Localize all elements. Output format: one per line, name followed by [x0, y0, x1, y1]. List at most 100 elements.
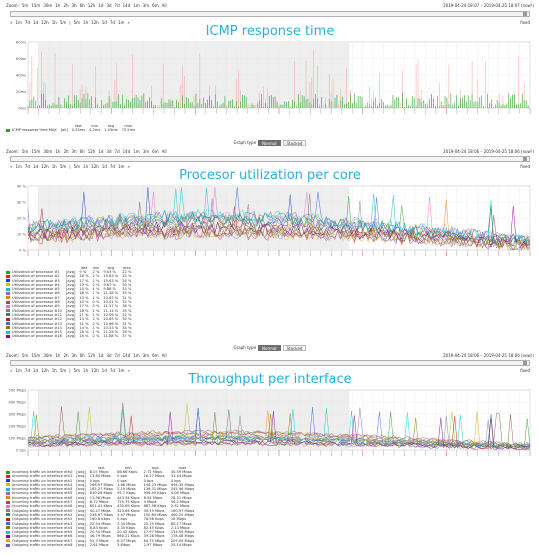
zoom-link[interactable]: 30m: [43, 353, 53, 358]
nav-period-link[interactable]: 7d: [24, 19, 30, 25]
nav-period-link[interactable]: 5m: [59, 19, 67, 25]
nav-period-link[interactable]: 5m: [73, 163, 81, 169]
nav-period-link[interactable]: 1h: [51, 367, 57, 373]
nav-period-link[interactable]: 12h: [91, 163, 99, 169]
nav-period-link[interactable]: 7d: [24, 163, 30, 169]
zoom-link[interactable]: 5m: [21, 353, 29, 358]
zoom-link[interactable]: 12h: [87, 149, 96, 154]
nav-period-link[interactable]: 7d: [109, 367, 115, 373]
zoom-link[interactable]: 7d: [114, 353, 120, 358]
zoom-link[interactable]: 12h: [87, 353, 96, 358]
nav-period-link[interactable]: 1h: [83, 163, 89, 169]
time-scrollbar[interactable]: [10, 156, 530, 162]
fixed-link[interactable]: fixed: [520, 19, 530, 25]
nav-period-link[interactable]: 5m: [73, 367, 81, 373]
zoom-link[interactable]: 14d: [122, 3, 131, 8]
zoom-link[interactable]: 7d: [114, 149, 120, 154]
zoom-link[interactable]: 1h: [55, 353, 61, 358]
zoom-link[interactable]: 3h: [71, 353, 77, 358]
nav-period-link[interactable]: 1d: [101, 163, 107, 169]
nav-period-link[interactable]: «: [10, 163, 13, 169]
zoom-link[interactable]: 1h: [55, 149, 61, 154]
nav-period-link[interactable]: «: [10, 19, 13, 25]
zoom-link[interactable]: 15m: [31, 3, 41, 8]
stacked-button[interactable]: Stacked: [282, 344, 307, 351]
nav-period-link[interactable]: 1m: [117, 19, 125, 25]
zoom-link[interactable]: 2h: [63, 3, 69, 8]
zoom-link[interactable]: 15m: [31, 149, 41, 154]
scrollbar-handle[interactable]: [523, 361, 527, 365]
nav-period-link[interactable]: 1m: [15, 19, 22, 25]
nav-period-link[interactable]: 5m: [73, 19, 81, 25]
nav-period-link[interactable]: 12h: [41, 19, 49, 25]
nav-period-link[interactable]: 5m: [59, 163, 67, 169]
nav-period-link[interactable]: 12h: [91, 19, 99, 25]
nav-period-link[interactable]: 7d: [109, 19, 115, 25]
nav-period-link[interactable]: «: [10, 367, 13, 373]
nav-period-link[interactable]: 7d: [109, 163, 115, 169]
zoom-link[interactable]: 1d: [98, 3, 104, 8]
nav-period-link[interactable]: 12h: [91, 367, 99, 373]
zoom-link[interactable]: 1d: [98, 353, 104, 358]
zoom-link[interactable]: 3h: [71, 149, 77, 154]
nav-period-link[interactable]: 1d: [101, 367, 107, 373]
zoom-link[interactable]: 12h: [87, 3, 96, 8]
zoom-link[interactable]: 1h: [55, 3, 61, 8]
zoom-link[interactable]: 3h: [71, 3, 77, 8]
zoom-link[interactable]: 14d: [122, 353, 131, 358]
nav-period-link[interactable]: 12h: [41, 367, 49, 373]
nav-period-link[interactable]: 1h: [51, 19, 57, 25]
scrollbar-handle[interactable]: [523, 157, 527, 161]
zoom-link[interactable]: 6h: [79, 353, 85, 358]
zoom-link[interactable]: 6m: [152, 149, 159, 154]
zoom-link[interactable]: 3m: [142, 149, 150, 154]
stacked-button[interactable]: Stacked: [282, 139, 307, 146]
zoom-link[interactable]: All: [161, 3, 167, 8]
zoom-link[interactable]: All: [161, 353, 167, 358]
nav-period-link[interactable]: »: [127, 163, 130, 169]
zoom-link[interactable]: 5m: [21, 149, 29, 154]
fixed-link[interactable]: fixed: [520, 163, 530, 169]
normal-button[interactable]: Normal: [258, 344, 281, 351]
nav-period-link[interactable]: 1h: [83, 19, 89, 25]
scrollbar-handle[interactable]: [523, 12, 527, 16]
time-scrollbar[interactable]: [10, 360, 530, 366]
fixed-link[interactable]: fixed: [520, 367, 530, 373]
zoom-link[interactable]: All: [161, 149, 167, 154]
zoom-link[interactable]: 2h: [63, 353, 69, 358]
nav-period-link[interactable]: 7d: [24, 367, 30, 373]
zoom-link[interactable]: 2h: [63, 149, 69, 154]
nav-period-link[interactable]: »: [127, 367, 130, 373]
zoom-link[interactable]: 3m: [142, 353, 150, 358]
zoom-link[interactable]: 3d: [106, 3, 112, 8]
nav-period-link[interactable]: 1d: [33, 367, 39, 373]
zoom-link[interactable]: 30m: [43, 149, 53, 154]
zoom-link[interactable]: 1d: [98, 149, 104, 154]
zoom-link[interactable]: 3m: [142, 3, 150, 8]
zoom-link[interactable]: 6h: [79, 149, 85, 154]
zoom-link[interactable]: 14d: [122, 149, 131, 154]
nav-period-link[interactable]: 1m: [117, 367, 125, 373]
zoom-link[interactable]: 1m: [133, 149, 140, 154]
zoom-link[interactable]: 30m: [43, 3, 53, 8]
zoom-link[interactable]: 6m: [152, 3, 159, 8]
zoom-link[interactable]: 7d: [114, 3, 120, 8]
nav-period-link[interactable]: 1m: [117, 163, 125, 169]
nav-period-link[interactable]: 1d: [33, 163, 39, 169]
normal-button[interactable]: Normal: [258, 139, 281, 146]
zoom-link[interactable]: 15m: [31, 353, 41, 358]
nav-period-link[interactable]: 12h: [41, 163, 49, 169]
zoom-link[interactable]: 3d: [106, 353, 112, 358]
zoom-link[interactable]: 1m: [133, 3, 140, 8]
time-scrollbar[interactable]: [10, 11, 530, 17]
zoom-link[interactable]: 6m: [152, 353, 159, 358]
nav-period-link[interactable]: 1d: [33, 19, 39, 25]
nav-period-link[interactable]: 1h: [83, 367, 89, 373]
zoom-link[interactable]: 6h: [79, 3, 85, 8]
zoom-link[interactable]: 3d: [106, 149, 112, 154]
zoom-link[interactable]: 5m: [21, 3, 29, 8]
nav-period-link[interactable]: 1m: [15, 367, 22, 373]
nav-period-link[interactable]: »: [127, 19, 130, 25]
zoom-link[interactable]: 1m: [133, 353, 140, 358]
nav-period-link[interactable]: 1d: [101, 19, 107, 25]
